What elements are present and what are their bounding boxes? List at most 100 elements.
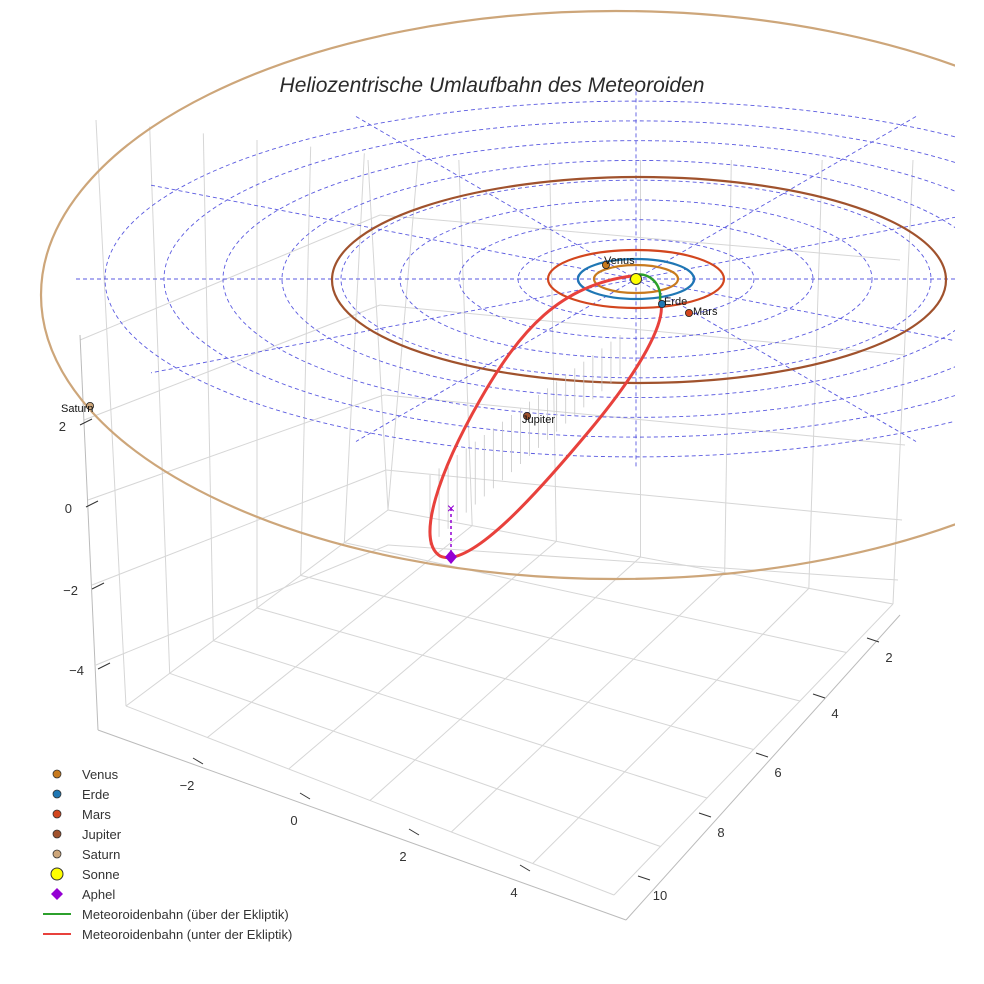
wall-gridline <box>379 304 906 356</box>
wall-gridline <box>95 119 127 707</box>
legend-item: Venus <box>40 764 292 784</box>
legend-item: Mars <box>40 804 292 824</box>
wall-gridline <box>91 469 387 586</box>
z-tick-label: 2 <box>59 419 66 434</box>
planet-label-jupiter: Jupiter <box>522 414 555 426</box>
x-tick-label: −2 <box>180 778 195 793</box>
floor-gridline <box>613 603 894 896</box>
x-tick-label: 0 <box>290 813 297 828</box>
legend-label: Aphel <box>82 886 116 902</box>
y-tick-label: 2 <box>885 650 892 665</box>
legend-item: Meteoroidenbahn (über der Ekliptik) <box>40 904 292 924</box>
wall-gridline <box>383 394 906 446</box>
legend-symbol <box>40 824 74 844</box>
z-tick <box>97 662 111 670</box>
floor-gridline <box>300 574 801 702</box>
planet-orbits <box>40 9 955 581</box>
legend-item: Jupiter <box>40 824 292 844</box>
chart-title: Heliozentrische Umlaufbahn des Meteoroid… <box>279 74 705 97</box>
y-tick-label: 6 <box>774 765 781 780</box>
z-tick <box>85 500 99 508</box>
sun-marker <box>630 273 642 285</box>
y-tick <box>637 875 651 881</box>
wall-gridline <box>149 126 171 674</box>
wall-gridline <box>385 469 903 521</box>
floor-gridline <box>532 587 810 864</box>
meteoroid-orbit-below <box>428 274 663 560</box>
planet-marker-mars <box>685 308 694 317</box>
planet-marker-saturn <box>86 401 95 410</box>
wall-gridline <box>202 133 214 641</box>
legend-label: Erde <box>82 786 110 802</box>
wall-gridline <box>458 159 473 526</box>
z-tick <box>91 582 105 590</box>
legend-item: Aphel <box>40 884 292 904</box>
meteoroid-orbit: × <box>428 273 663 560</box>
y-tick <box>698 812 712 818</box>
y-tick-label: 8 <box>717 825 724 840</box>
aphel-projection-marker: × <box>447 500 455 516</box>
legend-label: Venus <box>82 766 119 782</box>
ecliptic-ring <box>281 159 955 399</box>
wall-gridline <box>87 394 385 501</box>
wall-gridline <box>343 153 365 543</box>
x-tick-label: 4 <box>510 885 517 900</box>
orbit-erde <box>576 257 696 301</box>
legend-symbol <box>40 764 74 784</box>
orbit-jupiter <box>330 175 948 385</box>
legend-label: Meteoroidenbahn (über der Ekliptik) <box>82 906 289 922</box>
planet-marker-jupiter <box>523 411 532 420</box>
axis-ticks: 2 0 −2 −4 −2 0 2 4 2 4 6 8 10 <box>59 418 893 903</box>
box-edge <box>625 614 901 921</box>
z-tick-label: 0 <box>65 501 72 516</box>
x-tick <box>519 864 531 872</box>
z-tick <box>79 418 93 426</box>
legend-symbol <box>40 784 74 804</box>
x-tick <box>299 792 311 800</box>
planet-label-saturn: Saturn <box>61 403 93 415</box>
planet-label-mars: Mars <box>693 306 718 318</box>
aphel-marker <box>445 550 457 564</box>
legend-item: Sonne <box>40 864 292 884</box>
legend-symbol <box>40 924 74 944</box>
orbit-saturn <box>40 9 955 581</box>
planet-markers: Venus Erde Mars Jupiter Saturn <box>61 255 718 564</box>
legend-label: Mars <box>82 806 111 822</box>
floor-gridline <box>450 572 726 833</box>
legend-item: Saturn <box>40 844 292 864</box>
z-tick-label: −4 <box>69 663 84 678</box>
planet-label-venus: Venus <box>604 255 635 267</box>
y-tick-label: 4 <box>831 706 838 721</box>
orbit-venus <box>592 263 680 295</box>
legend-label: Meteoroidenbahn (unter der Ekliptik) <box>82 926 293 942</box>
legend-label: Saturn <box>82 846 121 862</box>
y-tick <box>812 693 826 699</box>
wall-gridline <box>892 159 914 605</box>
orbit-mars <box>546 248 726 310</box>
legend-symbol <box>40 884 74 904</box>
wall-gridline <box>808 159 823 589</box>
z-tick-label: −2 <box>63 583 78 598</box>
axis-box-grid <box>79 119 914 921</box>
legend-symbol <box>40 844 74 864</box>
legend-item: Meteoroidenbahn (unter der Ekliptik) <box>40 924 292 944</box>
wall-gridline <box>95 544 389 666</box>
legend-symbol <box>40 804 74 824</box>
wall-gridline <box>79 214 381 341</box>
wall-gridline <box>379 214 901 261</box>
ecliptic-ring <box>104 100 955 458</box>
legend-symbol <box>40 864 74 884</box>
legend-label: Sonne <box>82 866 120 882</box>
y-tick <box>866 637 880 643</box>
legend-item: Erde <box>40 784 292 804</box>
box-edge <box>97 729 627 921</box>
y-tick-label: 10 <box>653 888 667 903</box>
legend-label: Jupiter <box>82 826 122 842</box>
x-tick <box>192 757 204 765</box>
ecliptic-grid <box>76 91 955 467</box>
wall-gridline <box>549 159 557 542</box>
wall-gridline <box>387 544 899 581</box>
wall-gridline <box>300 146 312 576</box>
x-tick <box>408 828 420 836</box>
